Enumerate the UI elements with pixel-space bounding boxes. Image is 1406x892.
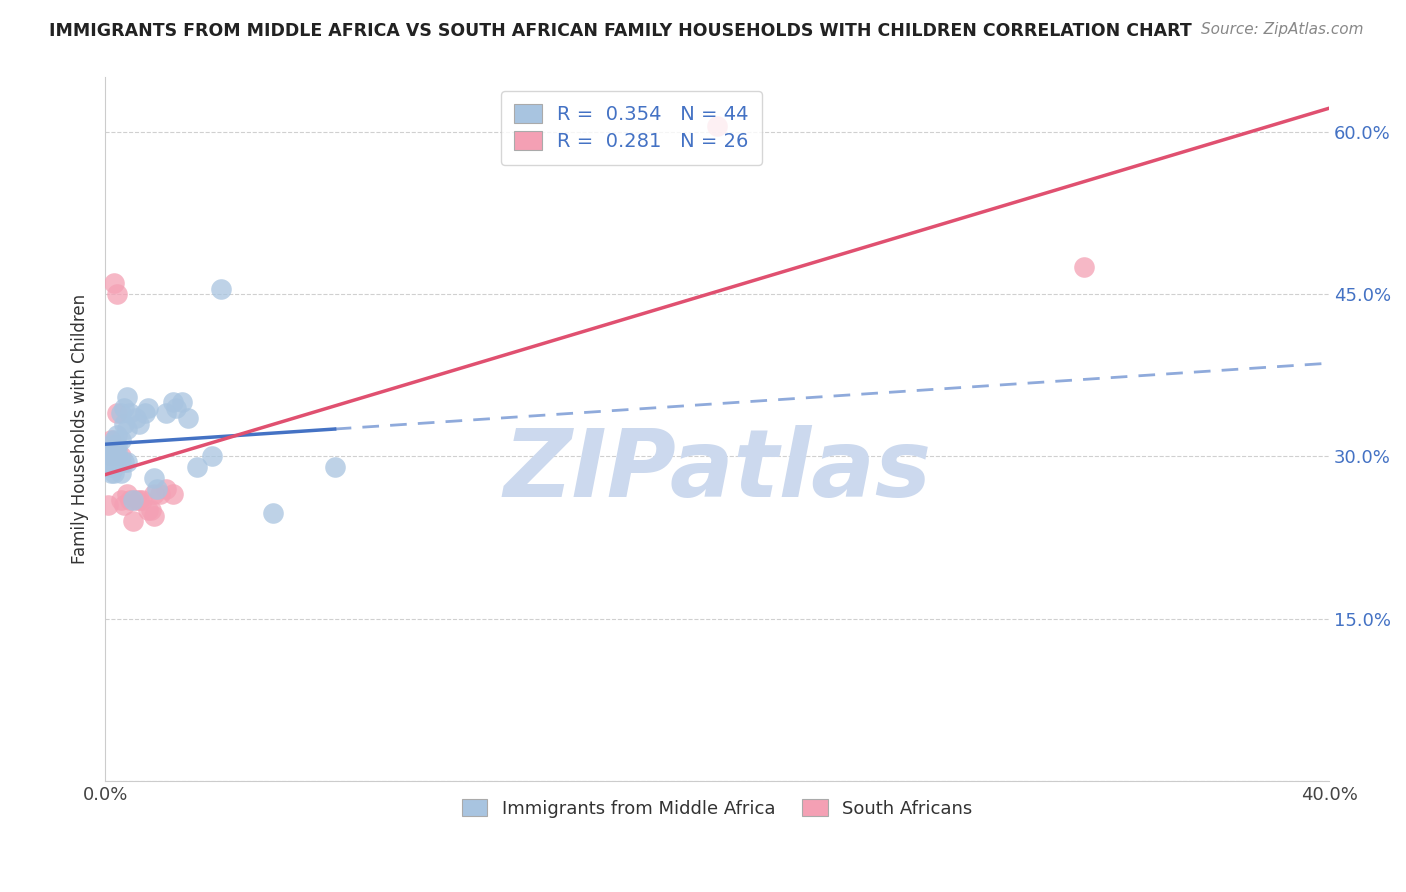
- Point: [112, 498, 135, 512]
- Point: [128, 492, 150, 507]
- Point: [143, 508, 166, 523]
- Point: [186, 460, 208, 475]
- Point: [162, 487, 184, 501]
- Point: [155, 406, 177, 420]
- Point: [118, 406, 141, 420]
- Point: [177, 411, 200, 425]
- Point: [103, 276, 125, 290]
- Point: [110, 406, 132, 420]
- Point: [110, 455, 132, 469]
- Text: IMMIGRANTS FROM MIDDLE AFRICA VS SOUTH AFRICAN FAMILY HOUSEHOLDS WITH CHILDREN C: IMMIGRANTS FROM MIDDLE AFRICA VS SOUTH A…: [49, 22, 1192, 40]
- Point: [118, 492, 141, 507]
- Point: [107, 443, 129, 458]
- Point: [100, 438, 122, 452]
- Point: [112, 401, 135, 415]
- Point: [107, 287, 129, 301]
- Point: [125, 492, 148, 507]
- Point: [107, 438, 129, 452]
- Point: [103, 450, 125, 464]
- Point: [162, 395, 184, 409]
- Point: [103, 466, 125, 480]
- Point: [100, 460, 122, 475]
- Point: [139, 503, 162, 517]
- Point: [121, 514, 143, 528]
- Point: [97, 498, 120, 512]
- Point: [136, 503, 159, 517]
- Point: [143, 487, 166, 501]
- Y-axis label: Family Households with Children: Family Households with Children: [72, 294, 89, 565]
- Point: [170, 395, 193, 409]
- Point: [1073, 260, 1095, 274]
- Point: [110, 450, 132, 464]
- Point: [115, 455, 138, 469]
- Point: [107, 427, 129, 442]
- Point: [103, 460, 125, 475]
- Point: [155, 482, 177, 496]
- Point: [131, 492, 153, 507]
- Point: [110, 492, 132, 507]
- Point: [100, 433, 122, 447]
- Point: [165, 401, 187, 415]
- Point: [100, 450, 122, 464]
- Point: [103, 443, 125, 458]
- Point: [121, 492, 143, 507]
- Point: [115, 390, 138, 404]
- Point: [112, 417, 135, 431]
- Point: [201, 450, 224, 464]
- Point: [107, 450, 129, 464]
- Point: [134, 406, 156, 420]
- Legend: Immigrants from Middle Africa, South Africans: Immigrants from Middle Africa, South Afr…: [454, 791, 980, 825]
- Text: Source: ZipAtlas.com: Source: ZipAtlas.com: [1201, 22, 1364, 37]
- Point: [115, 487, 138, 501]
- Point: [110, 466, 132, 480]
- Point: [136, 401, 159, 415]
- Point: [125, 411, 148, 425]
- Point: [97, 443, 120, 458]
- Point: [97, 443, 120, 458]
- Point: [100, 466, 122, 480]
- Point: [100, 450, 122, 464]
- Point: [706, 119, 728, 133]
- Point: [107, 406, 129, 420]
- Point: [103, 433, 125, 447]
- Point: [115, 422, 138, 436]
- Point: [149, 487, 172, 501]
- Point: [112, 455, 135, 469]
- Point: [103, 443, 125, 458]
- Point: [128, 417, 150, 431]
- Point: [211, 281, 233, 295]
- Point: [263, 506, 285, 520]
- Point: [103, 455, 125, 469]
- Point: [323, 460, 346, 475]
- Text: ZIPatlas: ZIPatlas: [503, 425, 931, 517]
- Point: [97, 455, 120, 469]
- Point: [143, 471, 166, 485]
- Point: [146, 482, 169, 496]
- Point: [110, 433, 132, 447]
